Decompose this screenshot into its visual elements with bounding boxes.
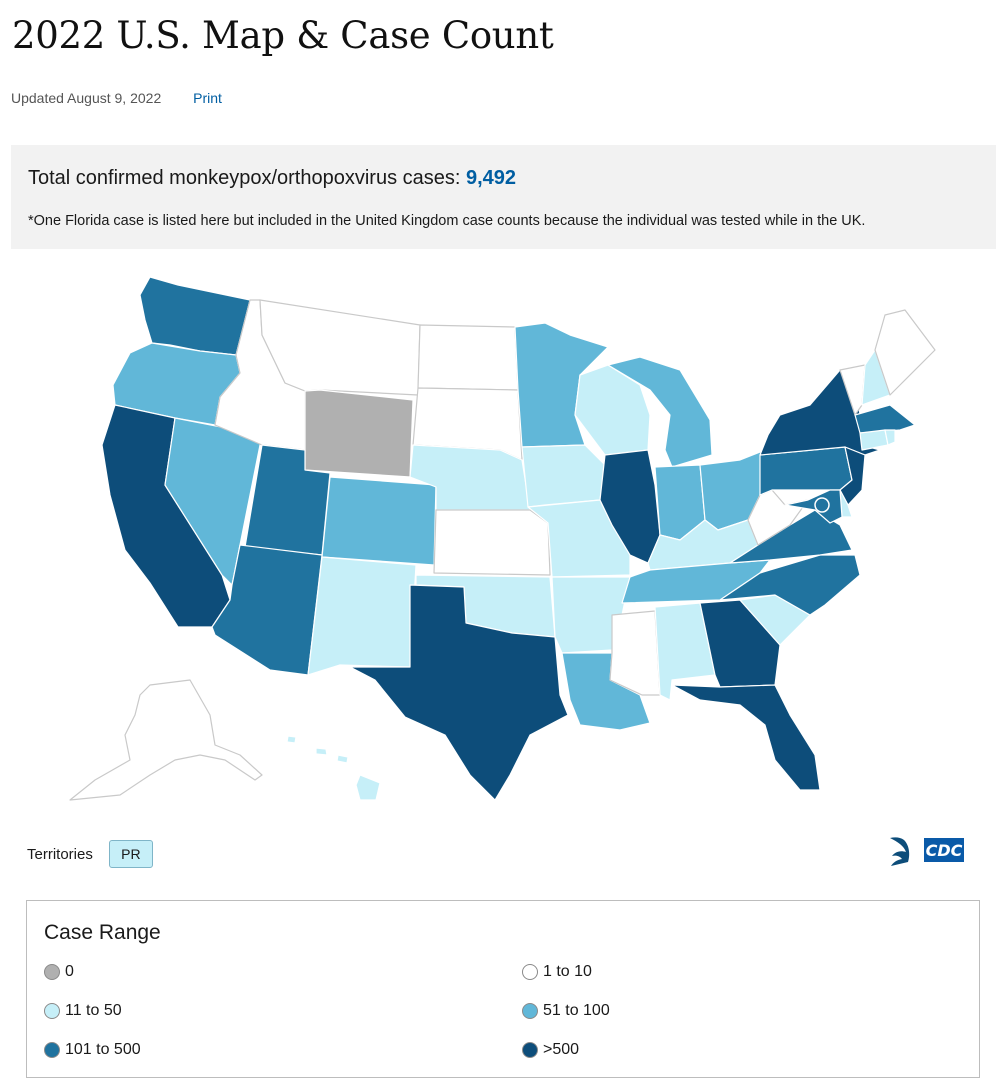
state-hi[interactable] bbox=[286, 735, 381, 801]
updated-date: Updated August 9, 2022 bbox=[11, 90, 162, 106]
legend-item-101-500: 101 to 500 bbox=[44, 1041, 141, 1059]
state-mt[interactable] bbox=[259, 299, 421, 396]
page-title: 2022 U.S. Map & Case Count bbox=[12, 14, 554, 57]
legend-title: Case Range bbox=[44, 921, 161, 944]
legend-swatch-1-10 bbox=[522, 964, 538, 980]
state-tn[interactable] bbox=[621, 559, 771, 604]
legend-label-11-50: 11 to 50 bbox=[65, 1002, 122, 1019]
state-ia[interactable] bbox=[521, 444, 606, 508]
legend-swatch-101-500 bbox=[44, 1042, 60, 1058]
legend-label-500-plus: >500 bbox=[543, 1041, 580, 1058]
legend-item-51-100: 51 to 100 bbox=[522, 1002, 610, 1020]
legend-item-11-50: 11 to 50 bbox=[44, 1002, 122, 1020]
print-link[interactable]: Print bbox=[193, 90, 222, 106]
legend-label-1-10: 1 to 10 bbox=[543, 963, 592, 980]
legend-swatch-51-100 bbox=[522, 1003, 538, 1019]
cdc-badge bbox=[924, 838, 964, 862]
territories-label: Territories bbox=[27, 845, 93, 863]
case-summary: Total confirmed monkeypox/orthopoxvirus … bbox=[11, 145, 996, 249]
us-case-map bbox=[69, 276, 936, 801]
state-nc[interactable] bbox=[719, 554, 861, 616]
total-cases: Total confirmed monkeypox/orthopoxvirus … bbox=[28, 167, 516, 190]
legend-swatch-0 bbox=[44, 964, 60, 980]
page-meta: Updated August 9, 2022 Print bbox=[11, 90, 222, 106]
state-co[interactable] bbox=[321, 476, 437, 566]
total-cases-count: 9,492 bbox=[465, 167, 517, 189]
state-wy[interactable] bbox=[304, 389, 414, 478]
territory-pr[interactable]: PR bbox=[108, 840, 153, 868]
legend-swatch-11-50 bbox=[44, 1003, 60, 1019]
legend-item-1-10: 1 to 10 bbox=[522, 963, 592, 981]
state-tx[interactable] bbox=[349, 584, 569, 801]
state-me[interactable] bbox=[874, 309, 936, 396]
case-range-legend: Case Range 0 1 to 10 11 to 50 51 to 100 … bbox=[26, 900, 980, 1078]
legend-label-101-500: 101 to 500 bbox=[65, 1041, 141, 1058]
state-mi[interactable] bbox=[607, 356, 713, 468]
legend-item-500-plus: >500 bbox=[522, 1041, 579, 1059]
legend-item-0: 0 bbox=[44, 963, 74, 981]
state-ak[interactable] bbox=[69, 679, 263, 801]
legend-label-51-100: 51 to 100 bbox=[543, 1002, 610, 1019]
state-ct[interactable] bbox=[859, 429, 889, 451]
territories: Territories PR bbox=[27, 840, 153, 868]
state-nm[interactable] bbox=[307, 556, 417, 676]
state-ri[interactable] bbox=[884, 429, 896, 446]
cdc-logo: CDC bbox=[890, 837, 964, 866]
cdc-text: CDC bbox=[926, 841, 963, 860]
state-fl[interactable] bbox=[671, 684, 821, 791]
hhs-eagle-icon bbox=[890, 837, 910, 866]
state-nd[interactable] bbox=[417, 324, 519, 391]
state-dc[interactable] bbox=[814, 497, 830, 513]
state-md[interactable] bbox=[784, 489, 843, 524]
legend-swatch-500-plus bbox=[522, 1042, 538, 1058]
state-ma[interactable] bbox=[854, 404, 916, 434]
florida-footnote: *One Florida case is listed here but inc… bbox=[28, 213, 866, 229]
state-ks[interactable] bbox=[433, 509, 551, 576]
legend-label-0: 0 bbox=[65, 963, 74, 980]
total-cases-label: Total confirmed monkeypox/orthopoxvirus … bbox=[28, 167, 461, 189]
state-ms[interactable] bbox=[609, 610, 661, 696]
